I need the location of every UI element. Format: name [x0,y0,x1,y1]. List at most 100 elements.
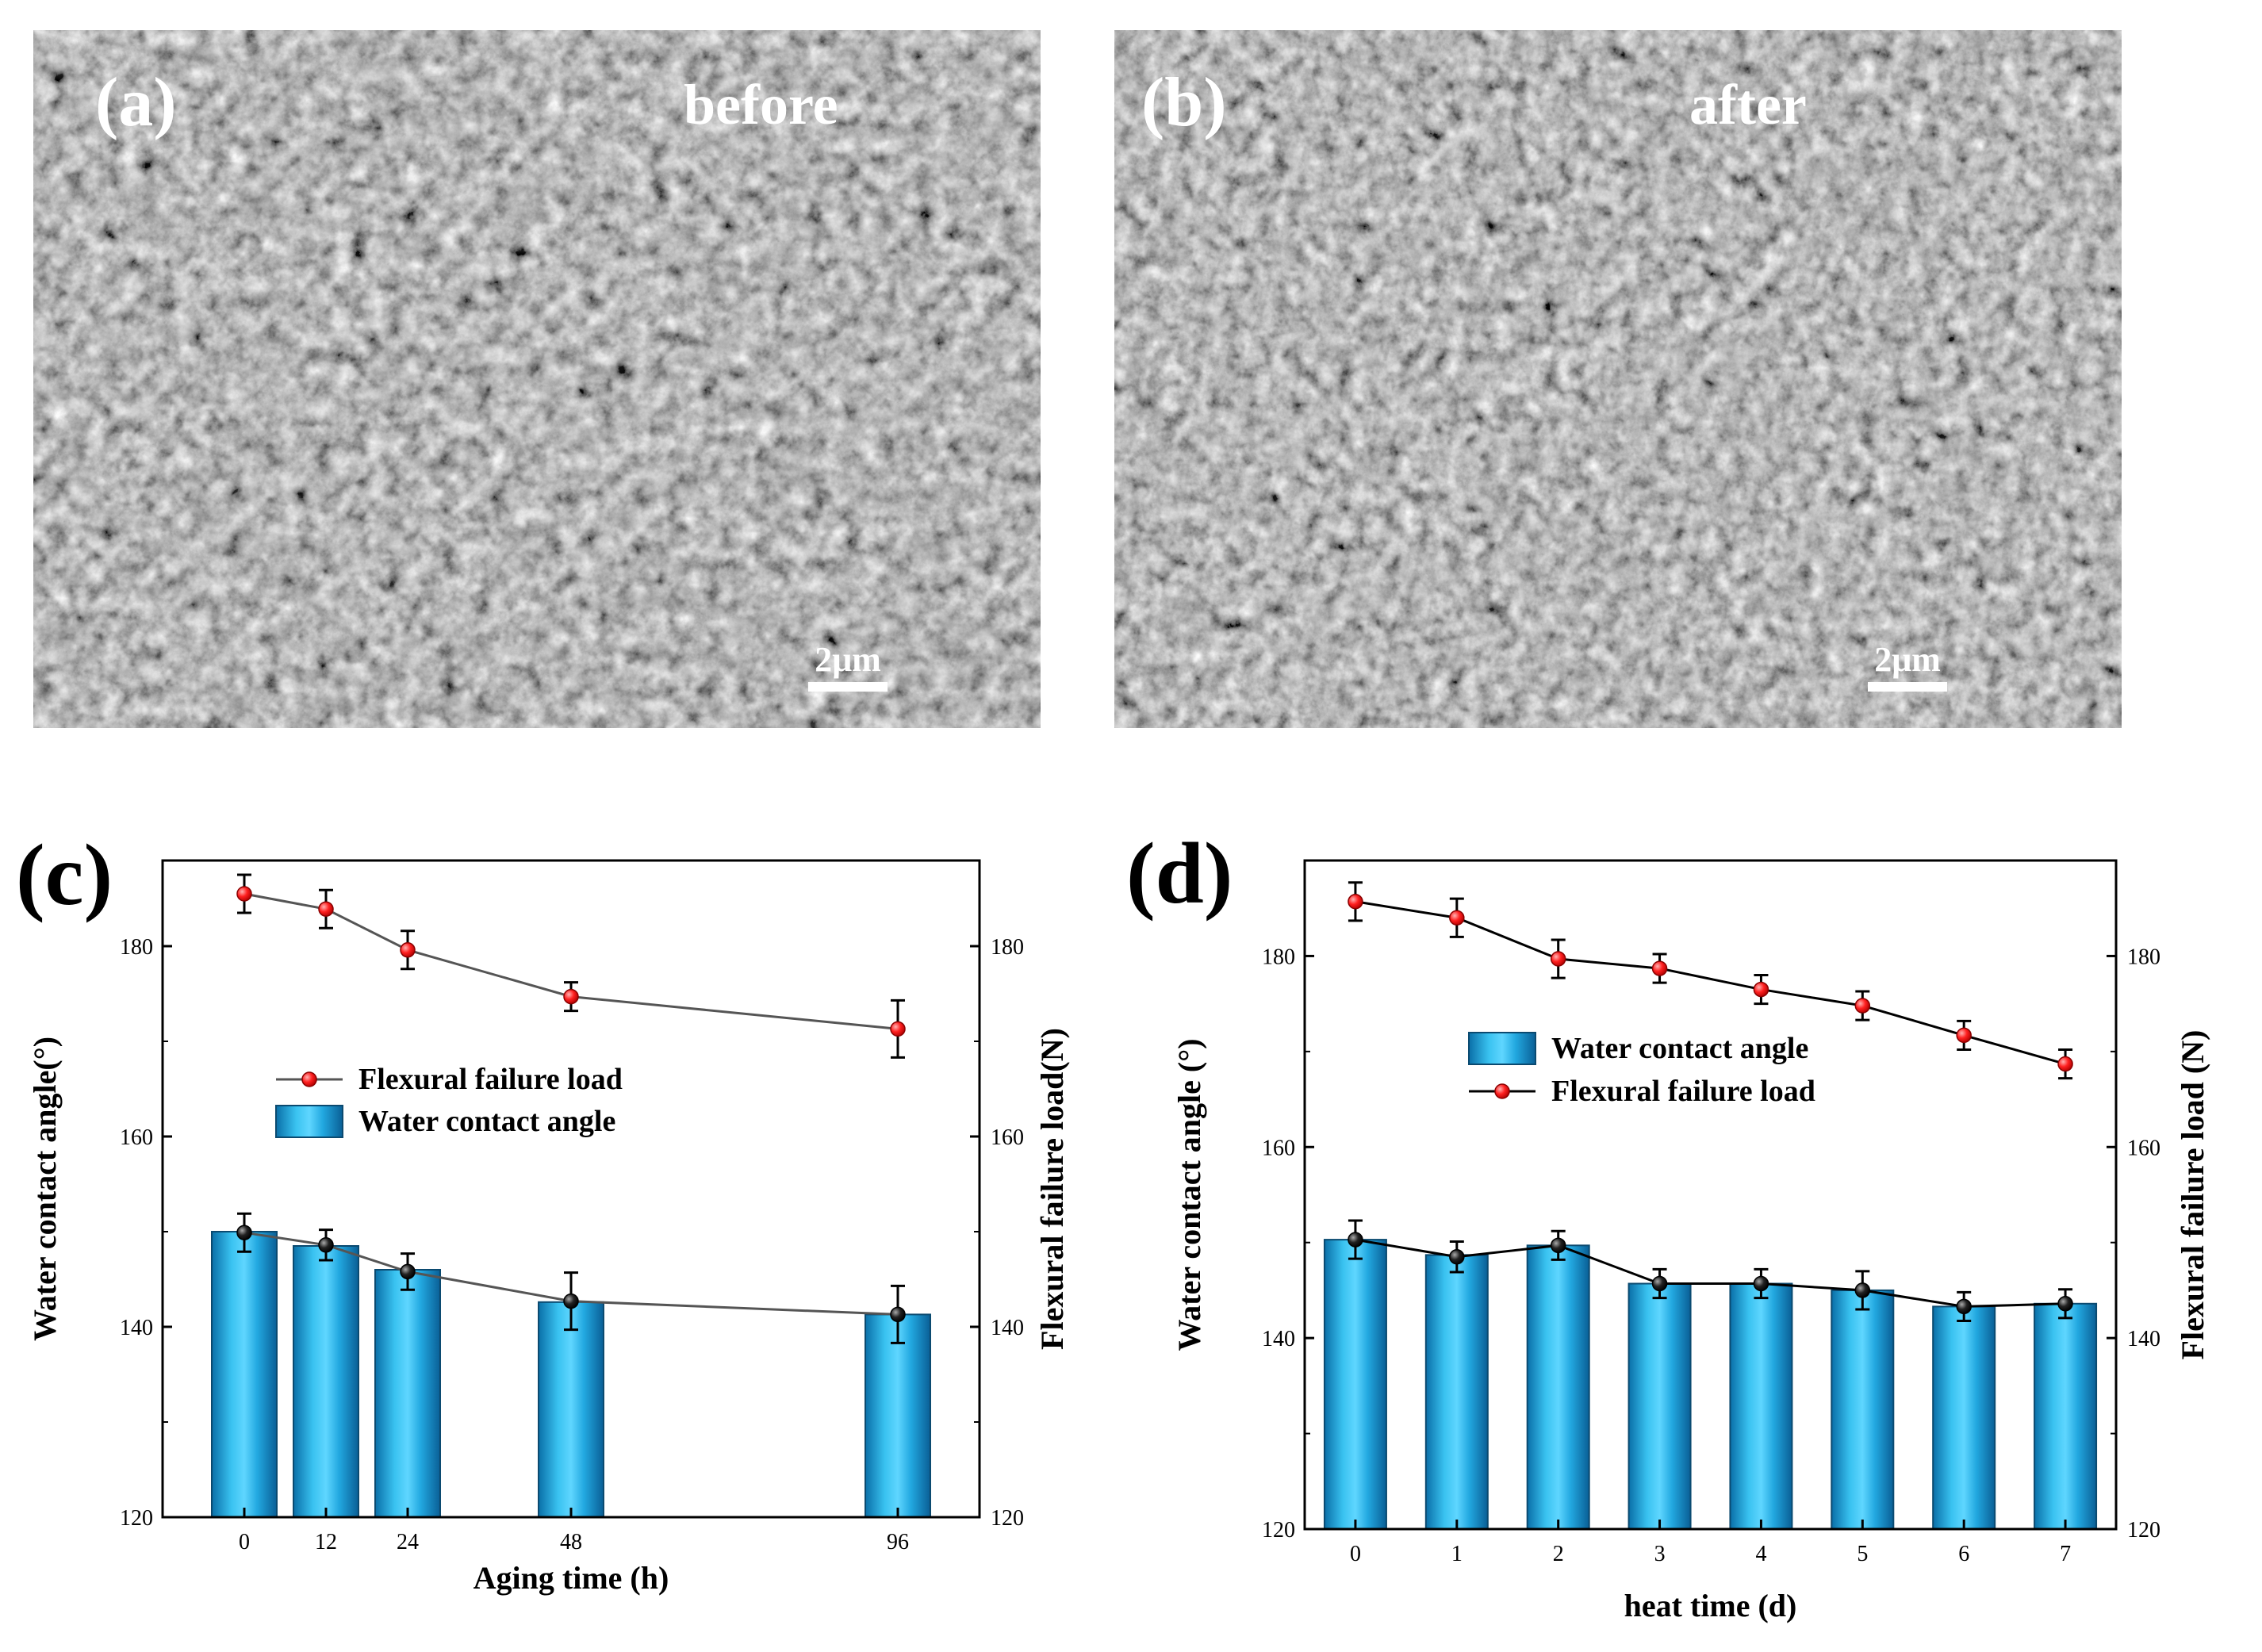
flexural-load-point [1753,981,1769,998]
contact-angle-line [1355,1238,2066,1308]
y-axis-label-right: Flexural failure load(N) [1034,1028,1070,1350]
legend-label: Water contact angle [358,1105,615,1138]
legend-swatch-bar [1468,1032,1536,1065]
x-tick-label: 3 [1654,1542,1666,1566]
x-tick-label: 0 [239,1530,250,1554]
contact-angle-point [1854,1282,1871,1298]
y2-tick-label: 180 [991,935,1024,960]
flexural-load-point [890,1021,906,1037]
y-tick-label: 180 [1262,945,1295,969]
sem-image-before: (a) before 2μm [33,30,1041,728]
sem-texture-after: (b) after 2μm [1114,30,2122,728]
bar [374,1269,441,1518]
flexural-load-point [1449,910,1465,926]
flexural-load-point [1348,894,1363,910]
scale-bar-a [808,682,888,692]
contact-angle-point [236,1225,252,1240]
contact-angle-point [1550,1237,1566,1254]
y2-tick-label: 160 [2127,1136,2160,1160]
bar [293,1245,359,1518]
contact-angle-point [2057,1296,2073,1312]
flexural-load-point [318,901,334,917]
x-tick-label: 7 [2060,1542,2071,1566]
y2-tick-label: 140 [2127,1327,2160,1351]
contact-angle-point [563,1293,579,1309]
bar [1831,1289,1895,1531]
x-tick-label: 48 [560,1530,582,1554]
sem-image-after: (b) after 2μm [1114,30,2122,728]
y2-tick-label: 120 [991,1506,1024,1531]
panel-label-c: (c) [16,826,113,923]
bar [1627,1282,1692,1531]
flexural-load-point [1854,998,1871,1014]
bar [538,1301,604,1518]
legend-label: Flexural failure load [1551,1075,1815,1108]
sem-texture-before: (a) before 2μm [33,30,1041,728]
sem-caption-after: after [1689,73,1807,136]
y-axis-label-right: Flexural failure load (N) [2175,1030,2210,1360]
contact-angle-point [1348,1232,1363,1248]
contact-angle-point [1956,1298,1972,1315]
x-tick-label: 5 [1857,1542,1868,1566]
y-tick-label: 160 [1262,1136,1295,1160]
flexural-load-line [1355,900,2066,1065]
bar [1424,1254,1489,1530]
legend-swatch-bar [275,1105,343,1138]
x-tick-label: 4 [1755,1542,1766,1566]
x-axis-label: heat time (d) [1624,1588,1797,1623]
y-axis-label-left: Water contact angle (°) [1171,1038,1207,1351]
y-tick-label: 160 [120,1125,153,1150]
chart-aging-time: (c) 120 140 160 180 120 140 160 180 0 12 24 48 96 Fl… [16,826,1070,1596]
flexural-load-point [236,886,252,902]
bar [865,1313,931,1519]
legend-label: Flexural failure load [358,1063,623,1096]
chart-heat-time: (d) 120 140 160 180 120 140 160 180 0 1 2 3 4 5 6 7 Wat… [1126,825,2210,1623]
y-tick-label: 140 [1262,1327,1295,1351]
y-tick-label: 180 [120,935,153,960]
scale-bar-b [1868,682,1947,692]
scale-bar-label-a: 2μm [815,640,881,679]
y2-tick-label: 140 [991,1316,1024,1340]
y-axis-label-left: Water contact angle(°) [27,1037,63,1341]
x-tick-label: 2 [1553,1542,1564,1566]
y2-tick-label: 180 [2127,945,2160,969]
x-tick-label: 1 [1451,1542,1463,1566]
x-tick-label: 96 [887,1530,909,1554]
flexural-load-point [2057,1056,2073,1072]
y-tick-label: 140 [120,1316,153,1340]
y2-tick-label: 160 [991,1125,1024,1150]
legend-swatch-marker [301,1071,317,1087]
x-tick-label: 6 [1958,1542,1969,1566]
flexural-load-point [1651,960,1668,976]
contact-angle-point [318,1237,334,1253]
x-tick-label: 0 [1350,1542,1361,1566]
flexural-load-point [1550,951,1566,967]
panel-label-b: (b) [1141,64,1227,141]
flexural-load-point [1956,1027,1972,1044]
bar [2034,1302,2098,1530]
panel-label-a: (a) [95,64,177,141]
y-tick-label: 120 [1262,1518,1295,1543]
contact-angle-point [1651,1275,1668,1292]
legend-label: Water contact angle [1551,1032,1808,1065]
bar [1323,1239,1387,1530]
x-axis-label: Aging time (h) [473,1560,669,1596]
bar [1729,1282,1793,1531]
bar [1526,1244,1590,1530]
x-tick-label: 12 [315,1530,337,1554]
bar [211,1231,278,1518]
bar [1932,1305,1996,1530]
y-tick-label: 120 [120,1506,153,1531]
contact-angle-point [1449,1249,1465,1265]
legend-swatch-marker [1494,1083,1510,1099]
sem-caption-before: before [684,73,838,136]
contact-angle-point [400,1263,416,1280]
flexural-load-point [400,942,416,958]
contact-angle-point [1753,1275,1769,1292]
scale-bar-label-b: 2μm [1874,640,1941,679]
x-tick-label: 24 [397,1530,419,1554]
contact-angle-point [890,1306,906,1323]
y2-tick-label: 120 [2127,1518,2160,1543]
flexural-load-point [563,988,579,1005]
panel-label-d: (d) [1126,825,1233,922]
